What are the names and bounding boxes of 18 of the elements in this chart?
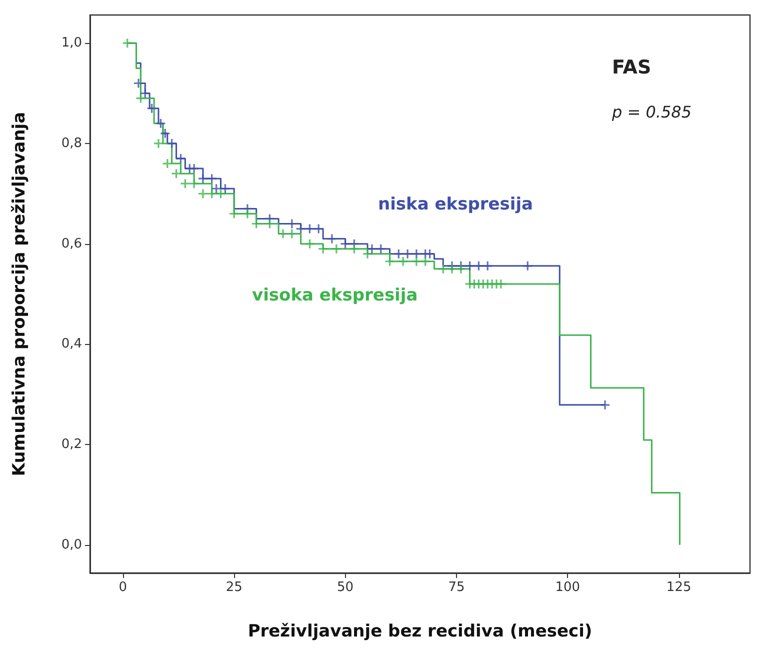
- y-tick-label: 0,4: [61, 336, 82, 352]
- x-tick-label: 75: [448, 580, 465, 595]
- y-tick-label: 0,6: [61, 236, 82, 252]
- y-tick-label: 0,8: [61, 136, 82, 151]
- x-axis-title: Preživljavanje bez recidiva (meseci): [248, 622, 592, 642]
- series-label: visoka ekspresija: [252, 286, 418, 306]
- x-tick-label: 0: [118, 580, 128, 595]
- x-tick-label: 100: [555, 580, 580, 595]
- y-axis-title: Kumulativna proporcija preživljavanja: [10, 112, 30, 476]
- annotation: FAS: [612, 56, 652, 78]
- y-tick-label: 0,2: [61, 437, 82, 452]
- annotation: p = 0.585: [611, 102, 692, 122]
- x-tick-label: 25: [226, 580, 242, 595]
- x-tick-label: 125: [666, 580, 692, 595]
- x-tick-label: 50: [337, 580, 354, 595]
- series-label: niska ekspresija: [378, 194, 534, 214]
- y-tick-label: 0,0: [61, 537, 82, 552]
- y-tick-label: 1,0: [61, 36, 82, 51]
